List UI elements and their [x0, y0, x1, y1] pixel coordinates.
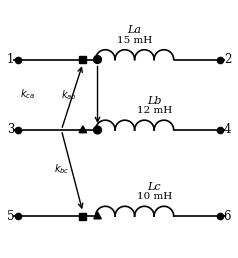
Text: $k_{bc}$: $k_{bc}$ — [54, 162, 69, 176]
Text: 3: 3 — [7, 124, 14, 136]
Text: 4: 4 — [224, 124, 231, 136]
Text: La: La — [128, 25, 142, 35]
Text: $k_{ca}$: $k_{ca}$ — [20, 87, 35, 101]
Bar — [79, 213, 86, 220]
Circle shape — [94, 126, 101, 134]
Text: 10 mH: 10 mH — [137, 192, 172, 201]
Polygon shape — [79, 126, 87, 133]
Text: Lc: Lc — [147, 182, 161, 192]
Text: $k_{ab}$: $k_{ab}$ — [61, 88, 77, 102]
Polygon shape — [94, 212, 101, 219]
Text: 15 mH: 15 mH — [117, 36, 152, 45]
Text: 1: 1 — [7, 53, 14, 66]
Circle shape — [94, 56, 101, 63]
Bar — [79, 56, 86, 63]
Text: 6: 6 — [224, 209, 231, 223]
Text: 12 mH: 12 mH — [137, 106, 172, 115]
Text: 2: 2 — [224, 53, 231, 66]
Text: Lb: Lb — [147, 95, 161, 106]
Text: 5: 5 — [7, 209, 14, 223]
